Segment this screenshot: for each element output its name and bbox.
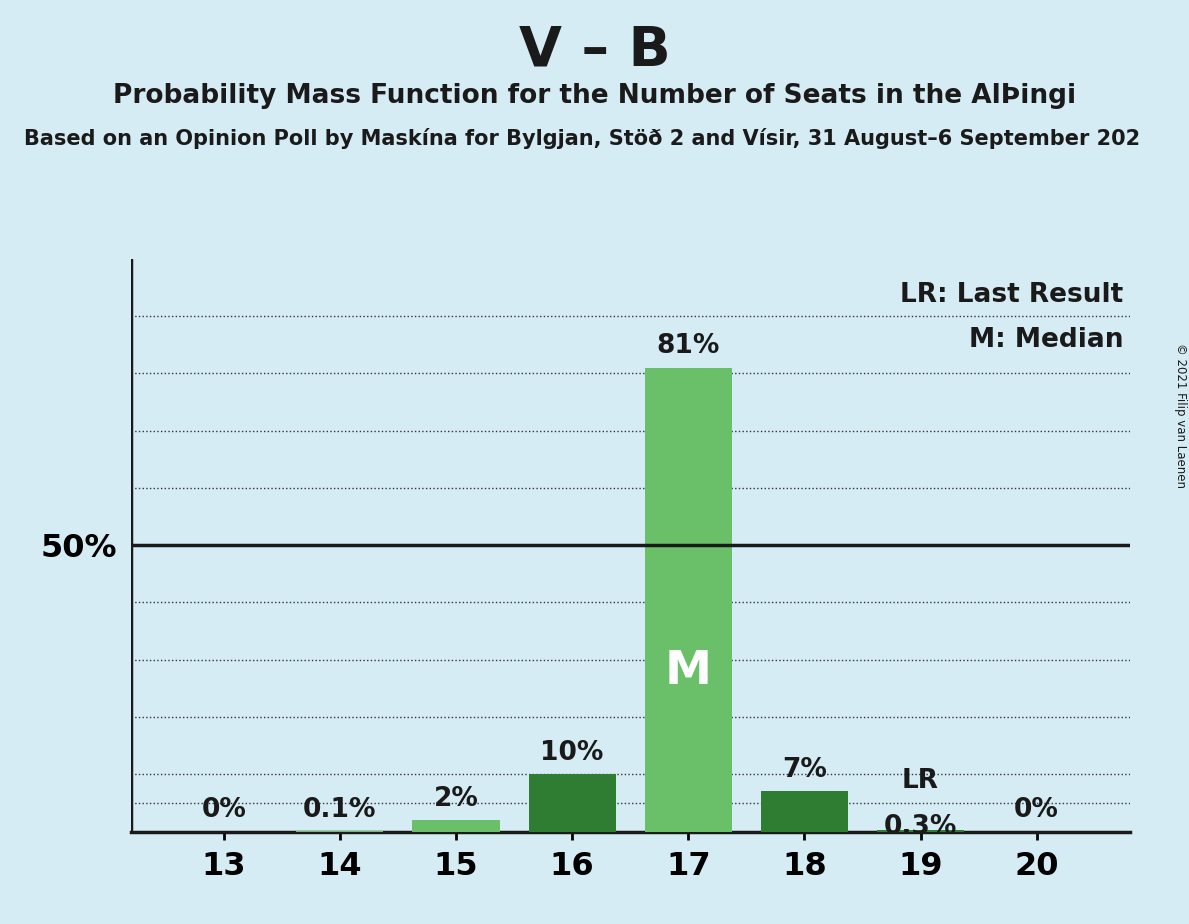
Text: M: Median: M: Median xyxy=(969,327,1124,354)
Text: Based on an Opinion Poll by Maskína for Bylgjan, Stöð 2 and Vísir, 31 August–6 S: Based on an Opinion Poll by Maskína for … xyxy=(24,128,1140,149)
Text: 7%: 7% xyxy=(782,757,826,783)
Text: © 2021 Filip van Laenen: © 2021 Filip van Laenen xyxy=(1175,344,1187,488)
Bar xyxy=(529,774,616,832)
Text: Probability Mass Function for the Number of Seats in the AlÞingi: Probability Mass Function for the Number… xyxy=(113,83,1076,109)
Text: V – B: V – B xyxy=(518,23,671,77)
Bar xyxy=(644,368,731,832)
Text: 10%: 10% xyxy=(541,740,604,766)
Text: LR: LR xyxy=(902,769,939,795)
Bar xyxy=(413,821,499,832)
Text: LR: Last Result: LR: Last Result xyxy=(900,282,1124,308)
Bar xyxy=(877,830,964,832)
Text: 2%: 2% xyxy=(434,785,478,811)
Text: 0.3%: 0.3% xyxy=(883,814,957,840)
Text: 0.1%: 0.1% xyxy=(303,797,377,823)
Text: M: M xyxy=(665,649,712,694)
Text: 0%: 0% xyxy=(1014,797,1059,823)
Text: 0%: 0% xyxy=(201,797,246,823)
Bar xyxy=(761,792,848,832)
Text: 81%: 81% xyxy=(656,333,719,359)
